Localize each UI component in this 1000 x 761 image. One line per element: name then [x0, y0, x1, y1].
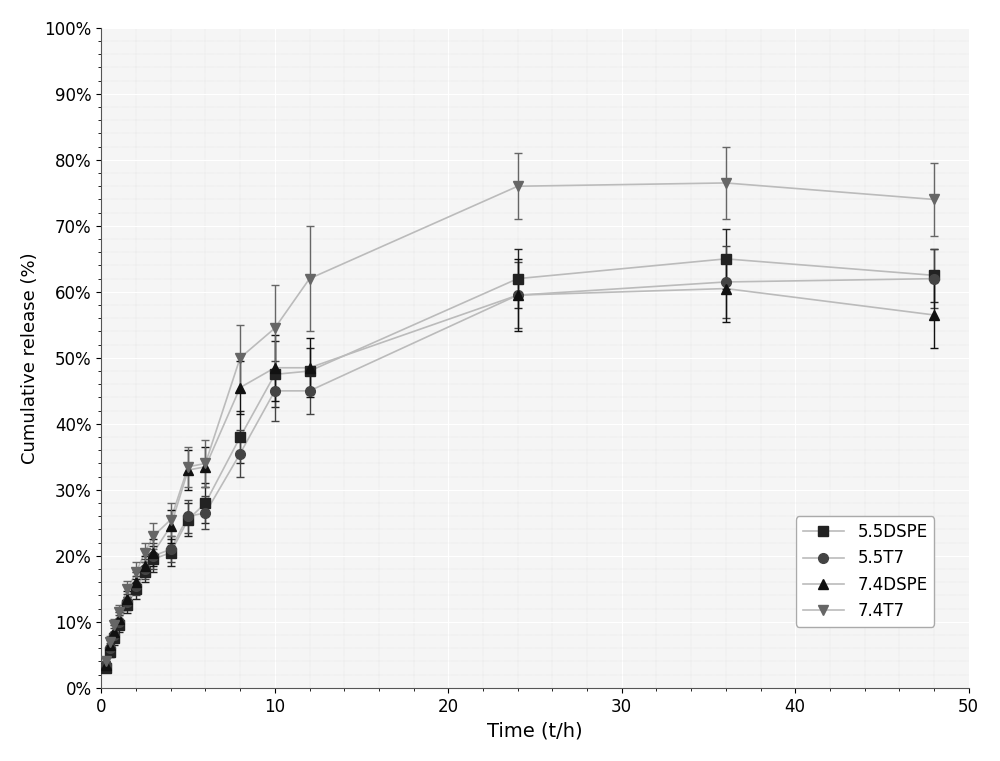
Y-axis label: Cumulative release (%): Cumulative release (%)	[21, 252, 39, 463]
Legend: 5.5DSPE, 5.5T7, 7.4DSPE, 7.4T7: 5.5DSPE, 5.5T7, 7.4DSPE, 7.4T7	[796, 517, 934, 627]
X-axis label: Time (t/h): Time (t/h)	[487, 721, 583, 740]
